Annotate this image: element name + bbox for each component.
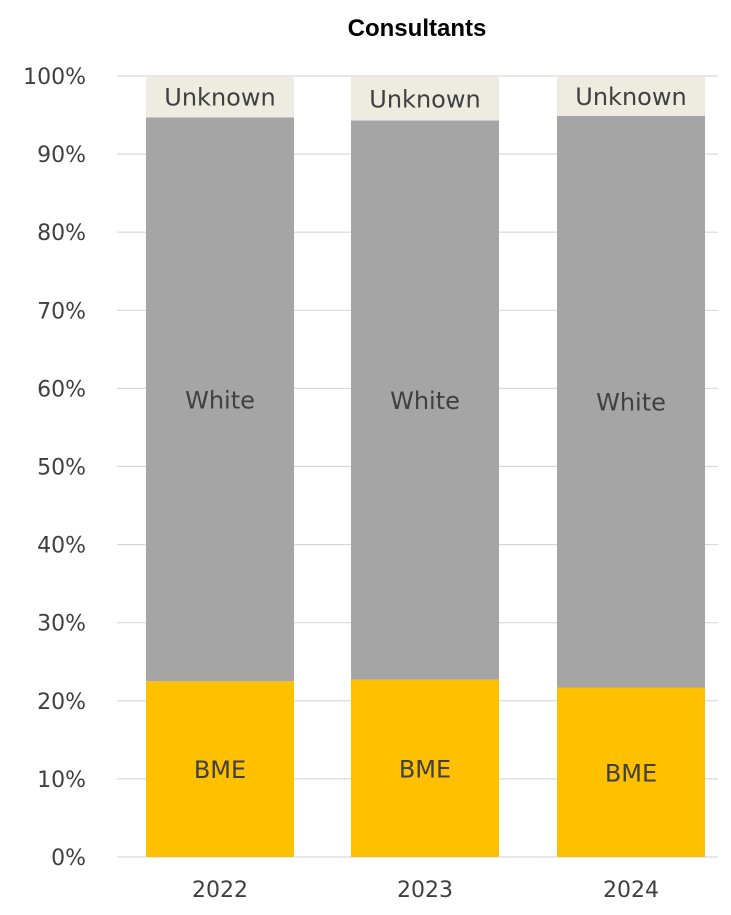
x-tick-label: 2022 [192, 878, 248, 903]
segment-label-unknown: Unknown [369, 85, 480, 113]
bar-segment-bme [146, 681, 294, 857]
bar-segment-unknown [146, 76, 294, 118]
segment-label-bme: BME [605, 759, 657, 787]
bar-segment-bme [351, 679, 499, 857]
y-tick-label: 20% [37, 690, 86, 715]
bar-segment-white [146, 117, 294, 682]
segment-label-unknown: Unknown [164, 84, 275, 112]
y-tick-label: 0% [51, 846, 86, 871]
segment-label-bme: BME [399, 755, 451, 783]
bar-segment-bme [557, 687, 705, 857]
y-tick-label: 10% [37, 768, 86, 793]
y-tick-label: 30% [37, 612, 86, 637]
bar-segment-white [557, 115, 705, 688]
segment-label-bme: BME [194, 756, 246, 784]
x-tick-label: 2024 [603, 878, 659, 903]
y-tick-label: 50% [37, 456, 86, 481]
segment-label-unknown: Unknown [575, 83, 686, 111]
segment-label-white: White [185, 386, 255, 414]
chart-title: Consultants [348, 15, 487, 42]
bars: BME White Unknown BME White Unknown BME White Un… [146, 76, 705, 857]
x-tick-label: 2023 [397, 878, 453, 903]
y-tick-label: 80% [37, 221, 86, 246]
y-tick-label: 60% [37, 377, 86, 402]
bar-segment-unknown [557, 76, 705, 116]
segment-label-white: White [390, 387, 460, 415]
y-tick-label: 90% [37, 143, 86, 168]
segment-label-white: White [596, 389, 666, 417]
y-tick-label: 100% [23, 65, 86, 90]
y-axis: 0% 10% 20% 30% 40% 50% 60% 70% 80% 90% 100% [23, 65, 86, 871]
y-tick-label: 40% [37, 534, 86, 559]
bar-segment-unknown [351, 76, 499, 121]
y-tick-label: 70% [37, 299, 86, 324]
bar-segment-white [351, 120, 499, 680]
x-axis: 2022 2023 2024 [192, 878, 659, 903]
